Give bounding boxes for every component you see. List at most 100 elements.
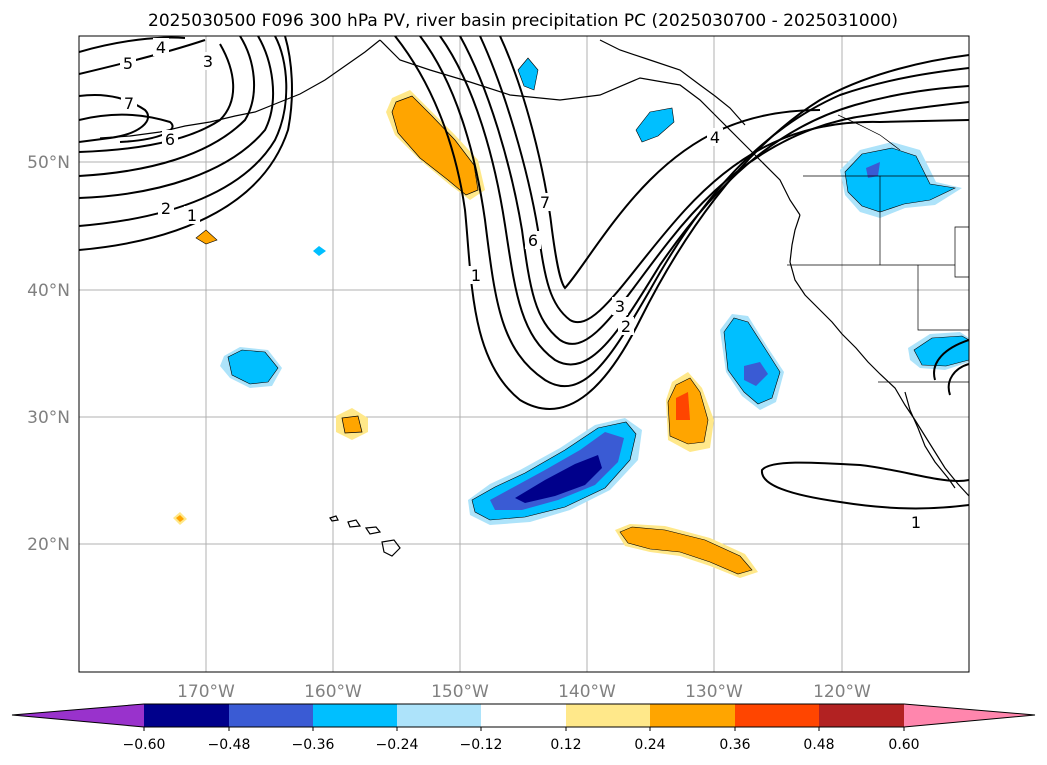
province-border	[837, 114, 901, 151]
pv-contours	[79, 36, 969, 510]
colorbar-tick-marks	[143, 727, 905, 731]
colorbar-tick-label: −0.60	[123, 737, 166, 753]
contour-label: 6	[528, 231, 538, 250]
colorbar-extend-max	[904, 704, 1035, 727]
latitude-labels: 50°N 40°N 30°N 20°N	[27, 153, 70, 555]
precip-positive-small-core	[176, 515, 184, 522]
contour-label: 7	[540, 193, 550, 212]
contour-label: 3	[615, 297, 625, 316]
political-borders	[787, 114, 969, 383]
contour-label: 1	[911, 513, 921, 532]
pv-contour	[459, 36, 969, 345]
lat-label: 50°N	[27, 153, 70, 173]
lat-label: 30°N	[27, 408, 70, 428]
colorbar-segment	[481, 704, 566, 727]
baja-california	[904, 391, 956, 489]
colorbar-segment	[735, 704, 819, 727]
precip-negative-strong	[866, 162, 880, 178]
alaska-panhandle-islands	[599, 39, 746, 126]
lat-label: 20°N	[27, 535, 70, 555]
lon-label: 150°W	[431, 682, 489, 702]
pv-contour	[79, 94, 150, 143]
longitude-labels: 170°W 160°W 150°W 140°W 130°W 120°W	[177, 682, 871, 702]
hawaii-island	[381, 539, 401, 557]
lon-label: 120°W	[813, 682, 871, 702]
pv-contour	[79, 36, 275, 199]
colorbar-tick-label: −0.24	[376, 737, 419, 753]
contour-label: 2	[621, 317, 631, 336]
contour-label: 2	[161, 199, 171, 218]
contour-label: 4	[710, 128, 720, 147]
pv-contour	[79, 36, 186, 53]
lon-label: 130°W	[685, 682, 743, 702]
pv-contour-1	[394, 36, 969, 410]
pv-contour	[947, 363, 969, 396]
contour-label: 3	[203, 52, 213, 71]
colorbar-extend-min	[12, 704, 144, 727]
precip-negative	[913, 335, 969, 367]
colorbar-tick-label: 0.60	[888, 737, 919, 753]
state-border	[917, 265, 969, 331]
precip-negative	[227, 349, 279, 385]
precip-shading	[173, 57, 969, 578]
precip-negative	[635, 107, 675, 143]
contour-label: 5	[123, 54, 133, 73]
colorbar-segment	[397, 704, 481, 727]
contour-label: 1	[187, 206, 197, 225]
colorbar-segment	[229, 704, 313, 727]
colorbar-tick-label: 0.12	[550, 737, 581, 753]
pv-contour	[79, 113, 174, 143]
map-background	[79, 36, 969, 672]
contour-label: 1	[471, 266, 481, 285]
colorbar-tick-label: 0.36	[719, 737, 750, 753]
hawaii-island	[329, 515, 339, 522]
map-panel: 5 4 3 7 6 2 1 7 6 1 3	[27, 35, 970, 702]
figure-title: 2025030500 F096 300 hPa PV, river basin …	[148, 11, 898, 31]
precip-negative-strong	[490, 432, 624, 510]
lat-label: 40°N	[27, 281, 70, 301]
hawaii-island	[364, 526, 382, 535]
precip-positive	[619, 526, 753, 575]
contour-label: 4	[156, 38, 166, 57]
colorbar-tick-label: −0.36	[292, 737, 335, 753]
pv-contour	[79, 43, 235, 153]
precip-negative-strong	[744, 362, 768, 386]
lon-label: 170°W	[177, 682, 235, 702]
aleutian-chain	[99, 39, 381, 139]
colorbar-tick-label: 0.24	[634, 737, 665, 753]
colorbar-segment	[566, 704, 650, 727]
pv-contour	[79, 39, 206, 75]
contour-label: 6	[165, 130, 175, 149]
pv-contour-1	[760, 461, 969, 510]
hawaii-island	[347, 519, 362, 528]
pv-contour	[479, 36, 969, 324]
precip-positive-small	[195, 229, 218, 245]
map-frame	[78, 35, 970, 673]
colorbar: −0.60 −0.48 −0.36 −0.24 −0.12 0.12 0.24 …	[11, 703, 1036, 753]
pv-contour	[499, 36, 821, 290]
colorbar-segment	[650, 704, 735, 727]
precip-negative	[844, 147, 956, 213]
precip-negative	[723, 317, 781, 405]
lon-label: 160°W	[304, 682, 362, 702]
state-border	[954, 226, 969, 278]
contour-labels: 5 4 3 7 6 2 1 7 6 1 3	[120, 38, 924, 532]
colorbar-segment	[313, 704, 397, 727]
pv-contour	[79, 36, 288, 227]
colorbar-tick-label: 0.48	[803, 737, 834, 753]
contour-label: 7	[124, 94, 134, 113]
pv-contour	[439, 36, 969, 366]
precip-negative-strongest	[515, 455, 602, 503]
alaska-coast	[379, 39, 801, 216]
pv-contour	[933, 339, 969, 381]
colorbar-segment	[144, 704, 229, 727]
pv-contour	[419, 36, 969, 388]
precip-positive	[341, 415, 363, 434]
colorbar-tick-label: −0.12	[460, 737, 503, 753]
colorbar-tick-label: −0.48	[208, 737, 251, 753]
lon-label: 140°W	[558, 682, 616, 702]
pv-contour	[79, 36, 256, 177]
precip-negative-small	[313, 246, 326, 256]
pv-contour	[79, 36, 293, 251]
